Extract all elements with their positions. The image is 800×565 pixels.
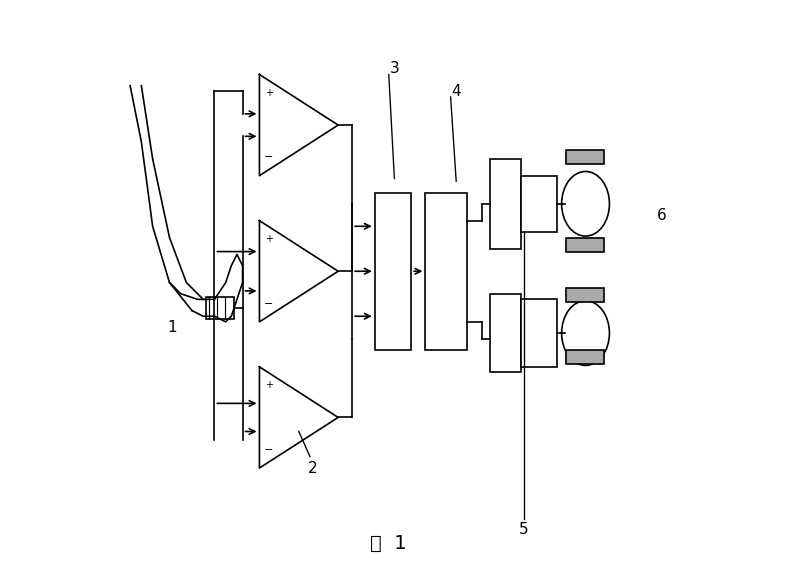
Text: −: − (264, 153, 274, 163)
Text: +: + (265, 380, 273, 390)
Text: 1: 1 (167, 320, 177, 335)
Text: 5: 5 (519, 523, 529, 537)
Text: +: + (265, 234, 273, 244)
Text: 2: 2 (308, 460, 318, 476)
Text: 6: 6 (657, 207, 666, 223)
Bar (566, 237, 604, 251)
Bar (566, 288, 604, 302)
Text: 4: 4 (451, 84, 461, 99)
Bar (490, 159, 521, 249)
Text: −: − (264, 445, 274, 455)
Bar (206, 297, 234, 319)
Bar (566, 350, 604, 364)
Ellipse shape (562, 171, 610, 236)
Bar (521, 176, 558, 232)
Bar (374, 193, 411, 350)
Bar (521, 299, 558, 367)
Bar (566, 150, 604, 164)
Text: 3: 3 (390, 62, 399, 76)
Text: 图  1: 图 1 (370, 534, 407, 554)
Text: +: + (265, 88, 273, 98)
Bar (490, 294, 521, 372)
Text: −: − (264, 299, 274, 308)
Ellipse shape (562, 301, 610, 366)
Bar (426, 193, 467, 350)
